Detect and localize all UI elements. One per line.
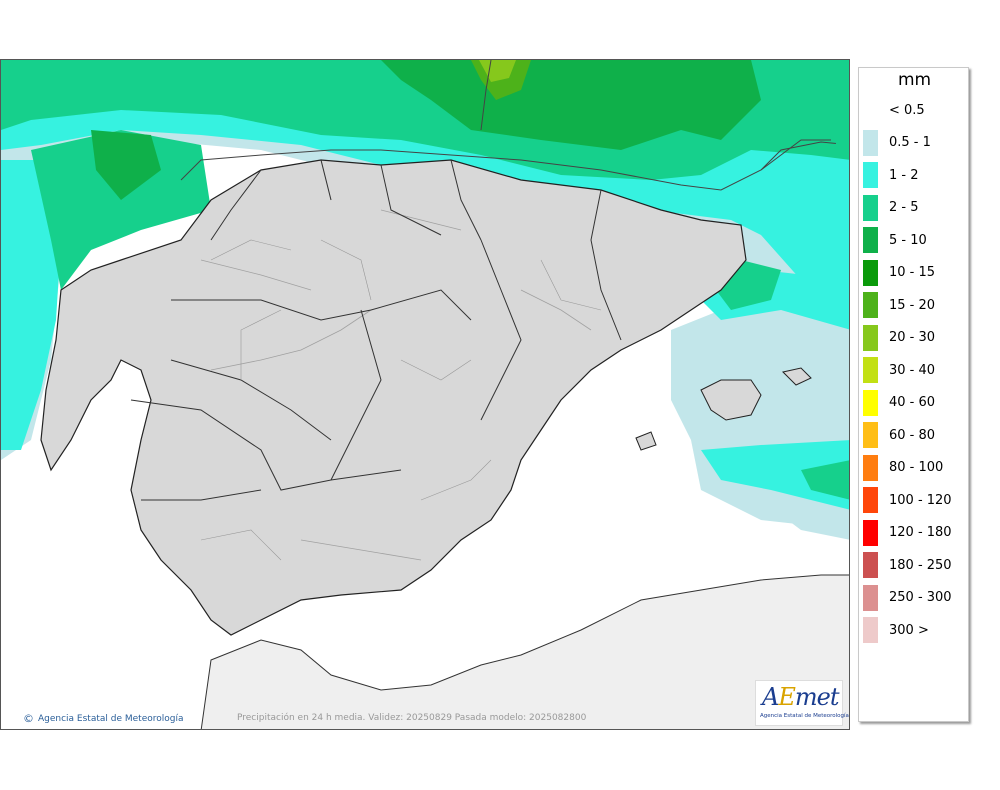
legend-swatch — [863, 129, 878, 156]
legend-row: 120 - 180 — [863, 519, 952, 546]
credit-text: Agencia Estatal de Meteorología — [38, 713, 184, 724]
legend-label: 80 - 100 — [889, 460, 944, 475]
relief-shading — [200, 209, 592, 561]
legend-row: 2 - 5 — [863, 194, 919, 221]
legend-row: 30 - 40 — [863, 357, 935, 383]
region-borders — [130, 159, 622, 501]
legend-label: 60 - 80 — [889, 427, 936, 443]
legend-row: 100 - 120 — [863, 487, 952, 513]
province-borders — [200, 239, 602, 561]
legend-label: 250 - 300 — [889, 590, 952, 605]
africa-landmass — [200, 574, 849, 729]
copyright-icon: © — [23, 712, 34, 725]
precip-band-5-10 — [91, 60, 761, 200]
legend-row: < 0.5 — [863, 97, 925, 123]
legend-unit: mm — [897, 70, 932, 90]
legend-swatch — [863, 292, 878, 318]
legend-swatch — [863, 422, 878, 448]
legend-label: 2 - 5 — [889, 200, 919, 215]
top-right-band — [831, 60, 849, 150]
map-caption: Precipitación en 24 h media. Validez: 20… — [237, 713, 587, 723]
legend-swatch — [863, 227, 878, 253]
legend-row: 5 - 10 — [863, 227, 927, 253]
legend-row: 300 > — [863, 617, 929, 643]
legend-label: 40 - 60 — [889, 395, 936, 410]
legend-swatch — [863, 519, 878, 546]
legend-row: 250 - 300 — [863, 584, 952, 611]
legend-row: 0.5 - 1 — [863, 129, 931, 156]
legend-row: 80 - 100 — [863, 454, 944, 481]
legend-swatch — [863, 454, 878, 481]
map-canvas — [1, 60, 849, 729]
legend-swatch — [863, 324, 878, 351]
france-border — [480, 60, 492, 131]
ibiza-island — [635, 431, 657, 451]
legend-swatch — [863, 97, 878, 123]
precipitation-legend: mm < 0.5 0.5 - 1 1 - 2 2 - 5 5 - 10 10 - 15 15… — [858, 67, 969, 722]
precipitation-map: © Agencia Estatal de Meteorología Precip… — [0, 59, 850, 730]
legend-label: 15 - 20 — [889, 297, 936, 313]
legend-label: 20 - 30 — [889, 330, 936, 345]
mallorca-island — [700, 379, 762, 421]
legend-label: 1 - 2 — [889, 167, 919, 183]
legend-swatch — [863, 162, 878, 188]
menorca-island — [782, 367, 812, 386]
legend-label: < 0.5 — [889, 102, 925, 118]
legend-swatch — [863, 357, 878, 383]
legend-label: 0.5 - 1 — [889, 135, 931, 150]
legend-swatch — [863, 552, 878, 578]
legend-swatch — [863, 584, 878, 611]
legend-label: 120 - 180 — [889, 525, 952, 540]
legend-row: 20 - 30 — [863, 324, 936, 351]
legend-row: 1 - 2 — [863, 162, 919, 188]
legend-row: 60 - 80 — [863, 422, 935, 448]
legend-label: 5 - 10 — [889, 232, 927, 248]
legend-label: 10 - 15 — [889, 265, 936, 280]
legend-swatch — [863, 617, 878, 643]
legend-swatch — [863, 194, 878, 221]
legend-label: 30 - 40 — [889, 362, 936, 378]
legend-swatch — [863, 487, 878, 513]
legend-label: 300 > — [889, 622, 929, 638]
legend-label: 180 - 250 — [889, 557, 952, 573]
legend-label: 100 - 120 — [889, 492, 952, 508]
legend-row: 40 - 60 — [863, 389, 936, 416]
legend-swatch — [863, 389, 878, 416]
legend-row: 15 - 20 — [863, 292, 935, 318]
copyright-credit[interactable]: © Agencia Estatal de Meteorología — [23, 712, 184, 725]
legend-row: 180 - 250 — [863, 552, 952, 578]
aemet-logo: AEmet Agencia Estatal de Meteorología — [755, 680, 849, 726]
legend-row: 10 - 15 — [863, 259, 936, 286]
legend-swatch — [863, 259, 878, 286]
